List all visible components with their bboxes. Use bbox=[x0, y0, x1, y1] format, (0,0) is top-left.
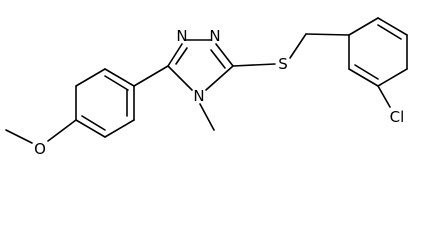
bonds bbox=[5, 17, 408, 144]
atom-label: S bbox=[278, 55, 288, 73]
bond bbox=[133, 65, 169, 87]
bond bbox=[199, 103, 215, 131]
atom-label: N bbox=[193, 87, 204, 105]
bond bbox=[305, 33, 350, 36]
atom-label: N bbox=[176, 27, 187, 45]
bond bbox=[205, 65, 234, 91]
bond bbox=[348, 17, 379, 36]
bond bbox=[348, 68, 379, 87]
bond bbox=[232, 63, 276, 67]
bond bbox=[81, 115, 106, 131]
bond bbox=[377, 85, 391, 108]
bond bbox=[210, 49, 226, 69]
bond bbox=[104, 119, 135, 138]
bond bbox=[167, 43, 183, 67]
bond bbox=[354, 64, 379, 80]
bond bbox=[377, 17, 408, 36]
atom-label: O bbox=[34, 140, 46, 158]
atom-label: Cl bbox=[390, 108, 405, 126]
bond bbox=[104, 68, 135, 87]
bond bbox=[75, 119, 106, 138]
atom-label: N bbox=[209, 27, 220, 45]
bond bbox=[215, 43, 234, 67]
bond bbox=[104, 75, 129, 91]
bond bbox=[377, 68, 408, 87]
bond bbox=[47, 119, 77, 142]
bond bbox=[167, 65, 193, 91]
bond bbox=[289, 33, 307, 59]
molecule-diagram: N N N S Cl O bbox=[5, 17, 408, 158]
bond bbox=[377, 24, 402, 40]
bond bbox=[175, 47, 188, 65]
bond bbox=[75, 68, 106, 87]
bond bbox=[5, 129, 33, 144]
